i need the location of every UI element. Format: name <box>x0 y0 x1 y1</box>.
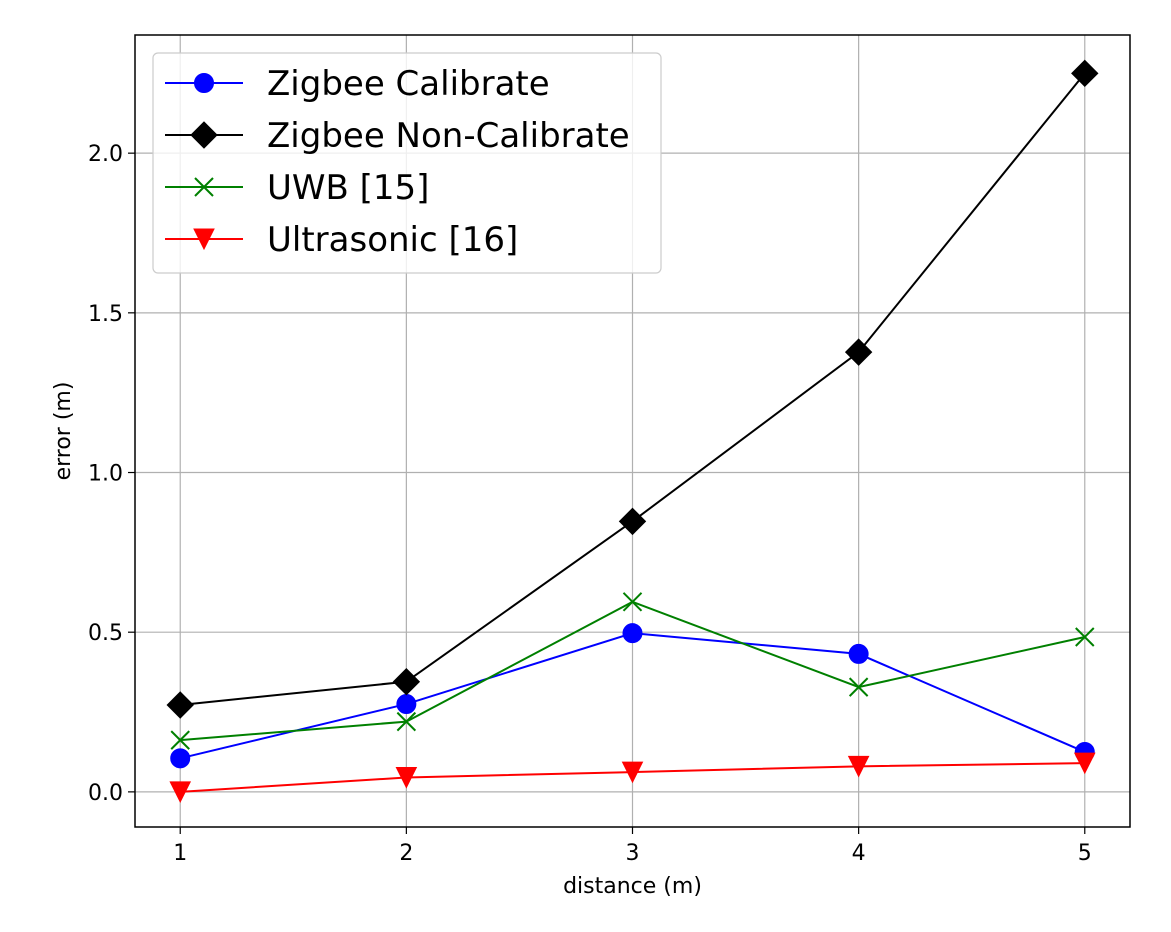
data-point <box>621 761 644 784</box>
data-point <box>169 781 192 803</box>
data-point <box>392 667 421 696</box>
x-axis-label: distance (m) <box>563 874 702 899</box>
data-point <box>847 755 870 778</box>
data-point <box>622 623 643 644</box>
data-point <box>622 592 643 612</box>
y-tick-label: 2.0 <box>88 142 123 167</box>
x-tick-label: 4 <box>852 841 866 866</box>
x-tick-label: 1 <box>173 841 187 866</box>
data-point <box>1073 752 1096 775</box>
legend-label: UWB [15] <box>267 168 429 208</box>
legend-marker <box>190 121 218 149</box>
series-markers <box>166 59 1099 803</box>
legend-label: Zigbee Non-Calibrate <box>267 116 630 156</box>
marker-stroke <box>194 177 214 197</box>
marker-stroke <box>396 711 417 732</box>
legend-item: UWB [15] <box>165 168 429 208</box>
data-point <box>166 691 194 719</box>
x-axis-ticks: 1 2 3 4 5 <box>173 827 1092 866</box>
x-tick-label: 3 <box>626 841 640 866</box>
data-point <box>396 694 417 715</box>
y-axis-label: error (m) <box>51 382 76 481</box>
legend-item: Zigbee Calibrate <box>165 64 550 104</box>
legend-item: Zigbee Non-Calibrate <box>165 116 630 156</box>
legend-label: Zigbee Calibrate <box>267 64 550 104</box>
data-point <box>1071 59 1099 88</box>
legend-item: Ultrasonic [16] <box>165 220 518 260</box>
legend-box <box>152 52 662 274</box>
data-point <box>1075 627 1095 647</box>
legend-items: Zigbee Calibrate Zigbee Non-Calibrate UWB … <box>165 64 630 260</box>
marker-stroke <box>170 730 190 750</box>
x-tick-label: 2 <box>399 841 413 866</box>
marker-stroke <box>622 592 643 612</box>
legend-marker <box>193 228 215 251</box>
y-tick-label: 0.0 <box>88 781 123 806</box>
legend-label: Ultrasonic [16] <box>267 220 518 260</box>
legend: Zigbee Calibrate Zigbee Non-Calibrate UWB … <box>152 52 662 274</box>
marker-stroke <box>1075 627 1095 647</box>
x-tick-label: 5 <box>1078 841 1092 866</box>
data-point <box>618 507 647 536</box>
y-axis-ticks: 0.0 0.5 1.0 1.5 2.0 <box>88 142 135 806</box>
legend-marker <box>194 73 214 93</box>
data-point <box>170 748 191 769</box>
data-point <box>396 711 417 732</box>
data-point <box>395 767 418 789</box>
data-point <box>848 643 869 664</box>
data-point <box>844 338 873 366</box>
legend-marker <box>194 177 214 197</box>
data-point <box>170 730 190 750</box>
marker-stroke <box>848 677 869 697</box>
data-point <box>848 677 869 697</box>
y-tick-label: 0.5 <box>88 621 123 646</box>
y-tick-label: 1.5 <box>88 302 123 327</box>
y-tick-label: 1.0 <box>88 462 123 487</box>
